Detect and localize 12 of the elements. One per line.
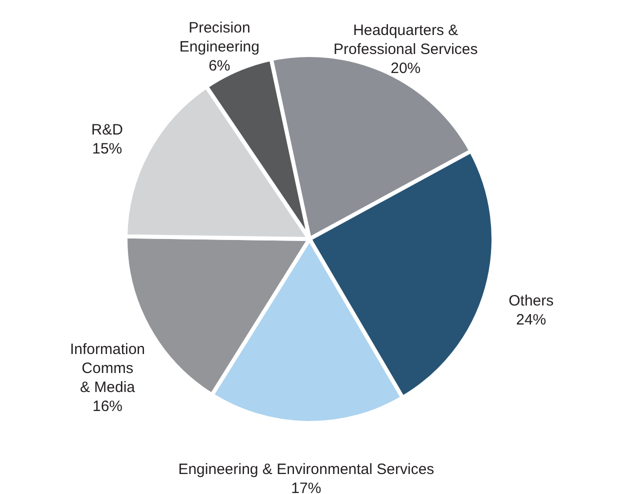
data-label: 17% [291, 480, 322, 494]
slice-label: Precision Engineering [179, 19, 260, 56]
slice-label: Headquarters & Professional Services [334, 22, 478, 58]
data-label: 20% [390, 60, 421, 78]
slice-label: Information Comms & Media [70, 340, 146, 396]
data-label: 6% [208, 57, 230, 74]
data-label: 16% [92, 398, 123, 415]
data-label: 24% [516, 312, 546, 329]
data-label: 15% [92, 140, 122, 158]
slice-label: R&D [91, 122, 124, 139]
slice-label: Others [508, 292, 554, 310]
slice-label: Engineering & Environmental Services [178, 460, 434, 478]
